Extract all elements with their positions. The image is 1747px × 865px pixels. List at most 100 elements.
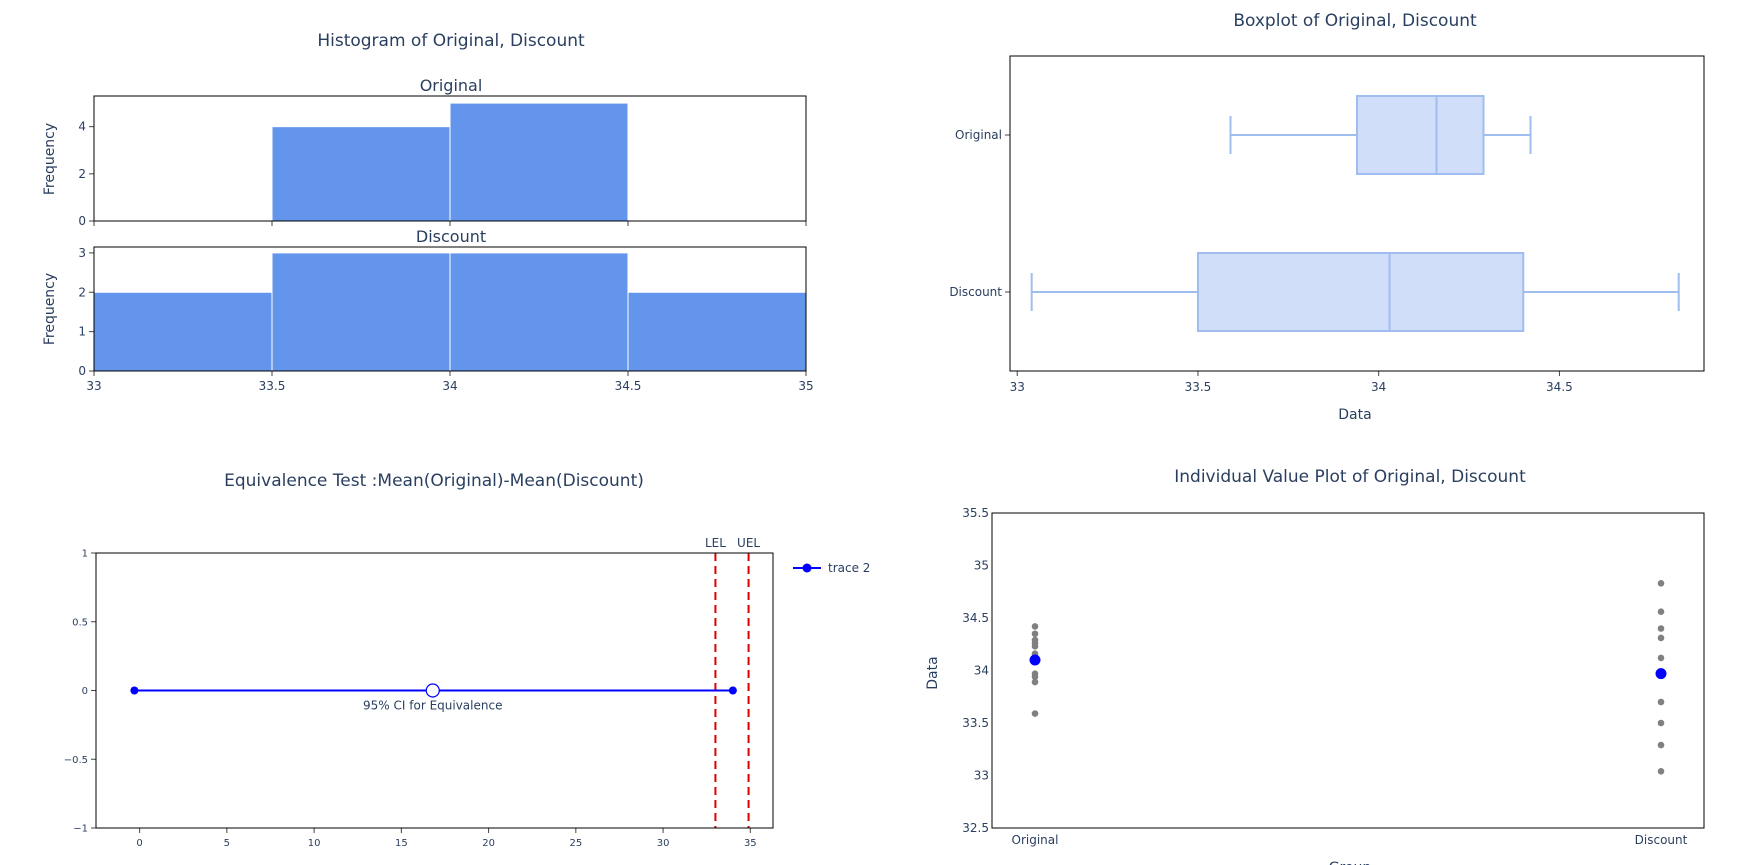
histogram-original-frame xyxy=(93,95,807,222)
individual-value-ylabel: Data xyxy=(925,656,941,689)
data-point xyxy=(1031,678,1039,686)
iqr-box xyxy=(1196,252,1525,332)
equivalence-ticks: 0 5 10 15 20 25 30 35 −1 −0.5 0 0.5 1 xyxy=(64,549,757,850)
data-point xyxy=(1657,698,1665,706)
y-tick-label: 0.5 xyxy=(72,617,88,628)
equivalence-marks: LEL UEL 95% CI for Equivalence xyxy=(130,536,760,828)
x-tick-label: 33.5 xyxy=(259,379,286,393)
mean-marker-discount xyxy=(1655,668,1667,680)
histogram-panel: Histogram of Original, Discount Original… xyxy=(42,31,814,393)
boxplot-xlabel: Data xyxy=(1338,407,1371,423)
x-tick-label: 34.5 xyxy=(615,379,642,393)
x-tick-label: 5 xyxy=(224,838,230,849)
y-tick-label: 1 xyxy=(82,549,88,560)
y-tick-label: 35 xyxy=(974,559,989,573)
histogram-bars xyxy=(93,102,807,372)
x-tick-label: 15 xyxy=(395,838,408,849)
x-tick-label: 35 xyxy=(744,838,757,849)
y-tick-label: Discount xyxy=(949,285,1002,299)
histogram-discount-frame xyxy=(93,246,807,372)
x-tick-label: 30 xyxy=(657,838,670,849)
legend-label-trace-2: trace 2 xyxy=(828,561,870,575)
y-tick-label: 2 xyxy=(78,285,86,299)
y-tick-label: Original xyxy=(955,128,1002,142)
boxplot-ticks: Original Discount 33 33.5 34 34.5 xyxy=(949,128,1572,394)
box-discount[interactable] xyxy=(1030,252,1680,332)
y-tick-label: 0 xyxy=(82,686,88,697)
points-discount[interactable] xyxy=(1655,580,1667,775)
ci-trace[interactable] xyxy=(130,683,737,698)
data-point xyxy=(1031,623,1039,630)
data-point xyxy=(1031,630,1039,638)
individual-value-xlabel: Group xyxy=(1329,860,1372,865)
x-tick-label: 34 xyxy=(1371,380,1386,394)
x-tick-label: 25 xyxy=(569,838,582,849)
x-tick-label: 33 xyxy=(86,379,101,393)
data-point xyxy=(1031,670,1039,677)
histogram-bar-original-0[interactable] xyxy=(271,126,451,222)
equivalence-legend[interactable]: trace 2 xyxy=(793,561,870,575)
x-tick-label: 34 xyxy=(442,379,457,393)
y-tick-label: 35.5 xyxy=(962,506,989,520)
mean-marker-original xyxy=(1029,654,1041,666)
histogram-bar-discount-0[interactable] xyxy=(93,291,273,372)
data-point xyxy=(1657,741,1665,749)
legend-marker xyxy=(802,563,812,573)
iqr-box xyxy=(1356,95,1485,175)
x-tick-label: 33.5 xyxy=(1185,380,1212,394)
histogram-original-subtitle: Original xyxy=(420,76,483,95)
individual-value-ticks: Original Discount 32.5 33 33.5 34 34.5 35 35.5 xyxy=(962,506,1687,847)
individual-value-frame xyxy=(991,512,1705,829)
individual-value-marks xyxy=(1029,580,1667,775)
histogram-original-ylabel: Frequency xyxy=(42,123,58,195)
ci-endpoint xyxy=(130,686,139,695)
y-tick-label: 33.5 xyxy=(962,716,989,730)
box-original[interactable] xyxy=(1229,95,1532,175)
y-tick-label: 33 xyxy=(974,769,989,783)
histogram-title: Histogram of Original, Discount xyxy=(317,31,585,51)
y-tick-label: 1 xyxy=(78,325,86,339)
x-tick-label: 33 xyxy=(1010,380,1025,394)
y-tick-label: 0 xyxy=(78,364,86,378)
points-original[interactable] xyxy=(1029,623,1041,717)
data-point xyxy=(1657,768,1665,775)
x-tick-label: 10 xyxy=(308,838,321,849)
y-tick-label: −1 xyxy=(73,824,88,835)
histogram-bar-original-1[interactable] xyxy=(449,102,629,222)
boxplot-panel: Boxplot of Original, Discount Data Origi… xyxy=(949,11,1705,423)
ci-center-marker xyxy=(425,683,440,698)
x-tick-label: 35 xyxy=(798,379,813,393)
x-tick-label: Discount xyxy=(1635,833,1688,847)
y-tick-label: 32.5 xyxy=(962,821,989,835)
boxplot-frame xyxy=(1009,55,1705,372)
histogram-discount-subtitle: Discount xyxy=(416,227,486,246)
y-tick-label: 4 xyxy=(78,120,86,134)
data-point xyxy=(1031,710,1039,717)
y-tick-label: 3 xyxy=(78,246,86,260)
boxplot-marks xyxy=(1030,95,1680,332)
histogram-bar-discount-2[interactable] xyxy=(449,252,629,372)
y-tick-label: 34 xyxy=(974,664,989,678)
equivalence-frame xyxy=(95,552,774,829)
individual-value-title: Individual Value Plot of Original, Disco… xyxy=(1174,467,1526,487)
individual-value-panel: Individual Value Plot of Original, Disco… xyxy=(925,467,1705,865)
x-tick-label: Original xyxy=(1012,833,1059,847)
y-tick-label: 34.5 xyxy=(962,611,989,625)
data-point xyxy=(1657,608,1665,615)
limit-label-uel: UEL xyxy=(737,536,760,550)
data-point xyxy=(1657,654,1665,662)
x-tick-label: 0 xyxy=(136,838,142,849)
x-tick-label: 20 xyxy=(482,838,495,849)
data-point xyxy=(1657,580,1665,587)
histogram-discount-ylabel: Frequency xyxy=(42,273,58,345)
limit-label-lel: LEL xyxy=(705,536,726,550)
data-point xyxy=(1657,625,1665,632)
y-tick-label: −0.5 xyxy=(64,755,88,766)
ci-label: 95% CI for Equivalence xyxy=(363,699,502,713)
histogram-bar-discount-3[interactable] xyxy=(627,291,807,372)
ci-endpoint xyxy=(728,686,737,695)
x-tick-label: 34.5 xyxy=(1546,380,1573,394)
histogram-bar-discount-1[interactable] xyxy=(271,252,451,372)
